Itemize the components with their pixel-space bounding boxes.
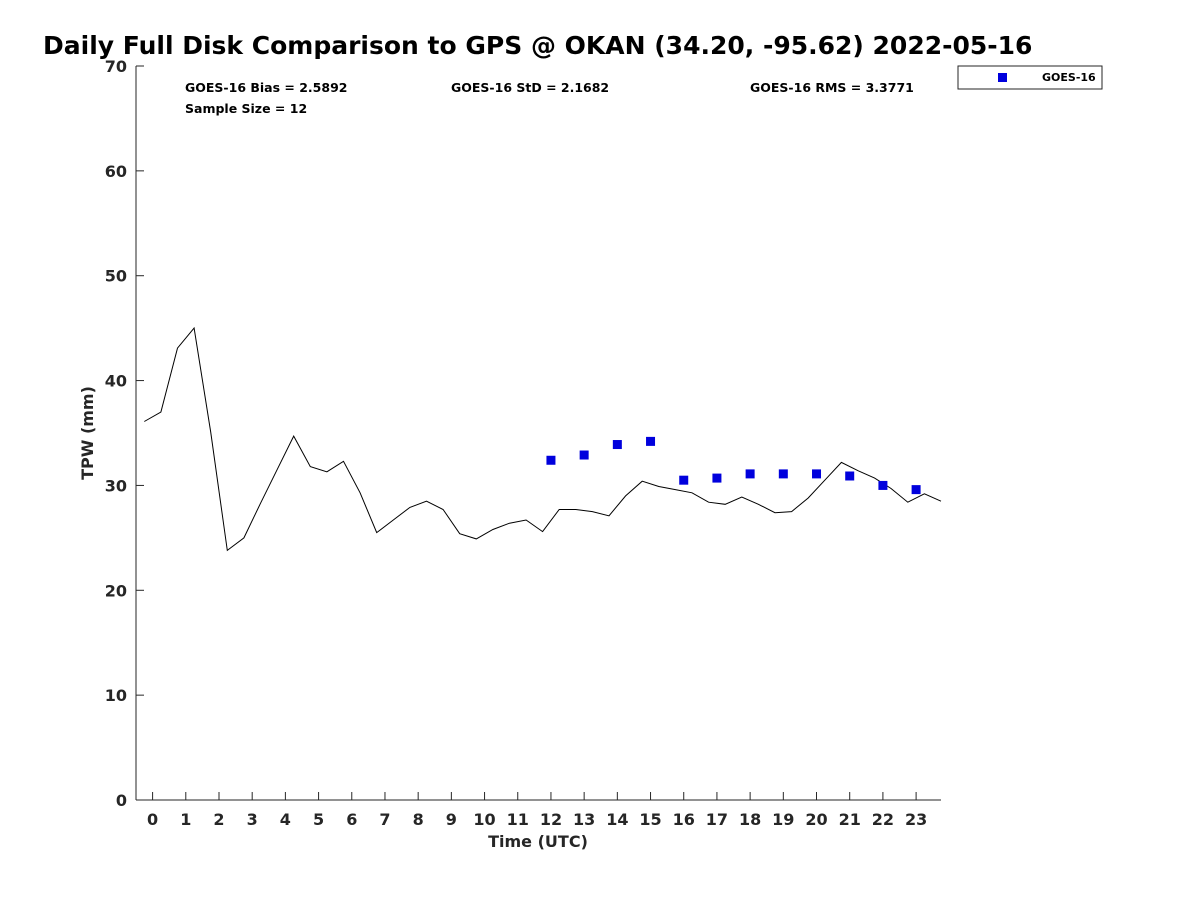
goes-16-point	[745, 469, 755, 479]
goes-16-point	[911, 485, 921, 495]
y-axis-label: TPW (mm)	[78, 386, 97, 480]
goes-16-point	[845, 471, 855, 481]
goes-16-point	[646, 436, 656, 446]
y-ticks: 0 10 20 30 40 50 60 70	[105, 57, 144, 810]
x-axis-label: Time (UTC)	[488, 832, 588, 851]
x-ticks: 0 1 2 3 4 5 6 7 8 9 10 11 12 13 14 15 16 17 18 19 20 21 22 23	[147, 792, 927, 829]
legend: GOES-16	[957, 65, 1103, 90]
x-tick-label: 10	[473, 810, 495, 829]
y-tick-label: 30	[105, 476, 127, 495]
goes-16-point	[679, 475, 689, 485]
x-tick-label: 12	[540, 810, 562, 829]
sample-size-stat: Sample Size = 12	[185, 101, 307, 116]
legend-marker-goes-16	[998, 73, 1007, 82]
x-tick-label: 2	[213, 810, 224, 829]
x-tick-label: 7	[379, 810, 390, 829]
x-tick-label: 17	[706, 810, 728, 829]
goes-16-point	[812, 469, 822, 479]
gps-tpw-line	[144, 326, 942, 552]
x-tick-label: 19	[772, 810, 794, 829]
legend-box	[957, 65, 1103, 90]
std-stat: GOES-16 StD = 2.1682	[451, 80, 609, 95]
x-tick-label: 23	[905, 810, 927, 829]
series-layer	[144, 326, 942, 552]
x-tick-label: 18	[739, 810, 761, 829]
y-tick-label: 60	[105, 162, 127, 181]
x-tick-label: 21	[839, 810, 861, 829]
y-tick-label: 70	[105, 57, 127, 76]
y-tick-label: 20	[105, 581, 127, 600]
x-tick-label: 11	[507, 810, 529, 829]
y-tick-label: 50	[105, 267, 127, 286]
x-tick-label: 22	[872, 810, 894, 829]
x-tick-label: 0	[147, 810, 158, 829]
chart-title: Daily Full Disk Comparison to GPS @ OKAN…	[43, 31, 1032, 60]
y-tick-label: 10	[105, 686, 127, 705]
x-tick-label: 8	[413, 810, 424, 829]
x-tick-label: 20	[805, 810, 827, 829]
goes-16-point	[778, 469, 788, 479]
x-tick-label: 13	[573, 810, 595, 829]
x-tick-label: 16	[673, 810, 695, 829]
axes	[135, 66, 941, 801]
x-tick-label: 5	[313, 810, 324, 829]
rms-stat: GOES-16 RMS = 3.3771	[750, 80, 914, 95]
y-tick-label: 0	[116, 791, 127, 810]
goes-16-point	[612, 440, 622, 450]
x-tick-label: 9	[446, 810, 457, 829]
goes-16-point	[579, 450, 589, 460]
x-tick-label: 1	[180, 810, 191, 829]
bias-stat: GOES-16 Bias = 2.5892	[185, 80, 347, 95]
goes-16-point	[712, 473, 722, 483]
legend-label-goes-16: GOES-16	[1042, 71, 1096, 84]
x-tick-label: 15	[639, 810, 661, 829]
goes-16-point	[878, 480, 888, 490]
goes-16-point	[546, 455, 556, 465]
x-tick-label: 14	[606, 810, 628, 829]
x-tick-label: 4	[280, 810, 291, 829]
y-tick-label: 40	[105, 372, 127, 391]
x-tick-label: 3	[247, 810, 258, 829]
x-tick-label: 6	[346, 810, 357, 829]
